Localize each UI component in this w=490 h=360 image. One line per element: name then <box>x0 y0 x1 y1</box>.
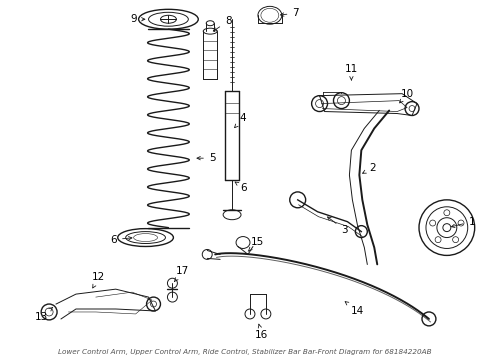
Text: 3: 3 <box>327 217 348 235</box>
Text: 9: 9 <box>130 14 145 24</box>
Text: 15: 15 <box>248 237 265 251</box>
Text: 17: 17 <box>174 266 189 282</box>
Text: 13: 13 <box>34 307 53 322</box>
Text: 8: 8 <box>213 16 231 31</box>
Text: 2: 2 <box>363 163 376 173</box>
Text: 16: 16 <box>255 324 269 340</box>
Text: 6: 6 <box>235 182 247 193</box>
Text: 12: 12 <box>92 272 105 288</box>
Text: 5: 5 <box>197 153 216 163</box>
Text: 14: 14 <box>345 302 364 316</box>
Text: Lower Control Arm, Upper Control Arm, Ride Control, Stabilizer Bar Bar-Front Dia: Lower Control Arm, Upper Control Arm, Ri… <box>58 348 432 355</box>
Text: 6: 6 <box>110 234 132 244</box>
Text: 11: 11 <box>345 64 358 80</box>
Text: 1: 1 <box>451 217 475 228</box>
Text: 7: 7 <box>280 8 299 18</box>
Text: 4: 4 <box>235 113 246 128</box>
Text: 10: 10 <box>400 89 414 103</box>
